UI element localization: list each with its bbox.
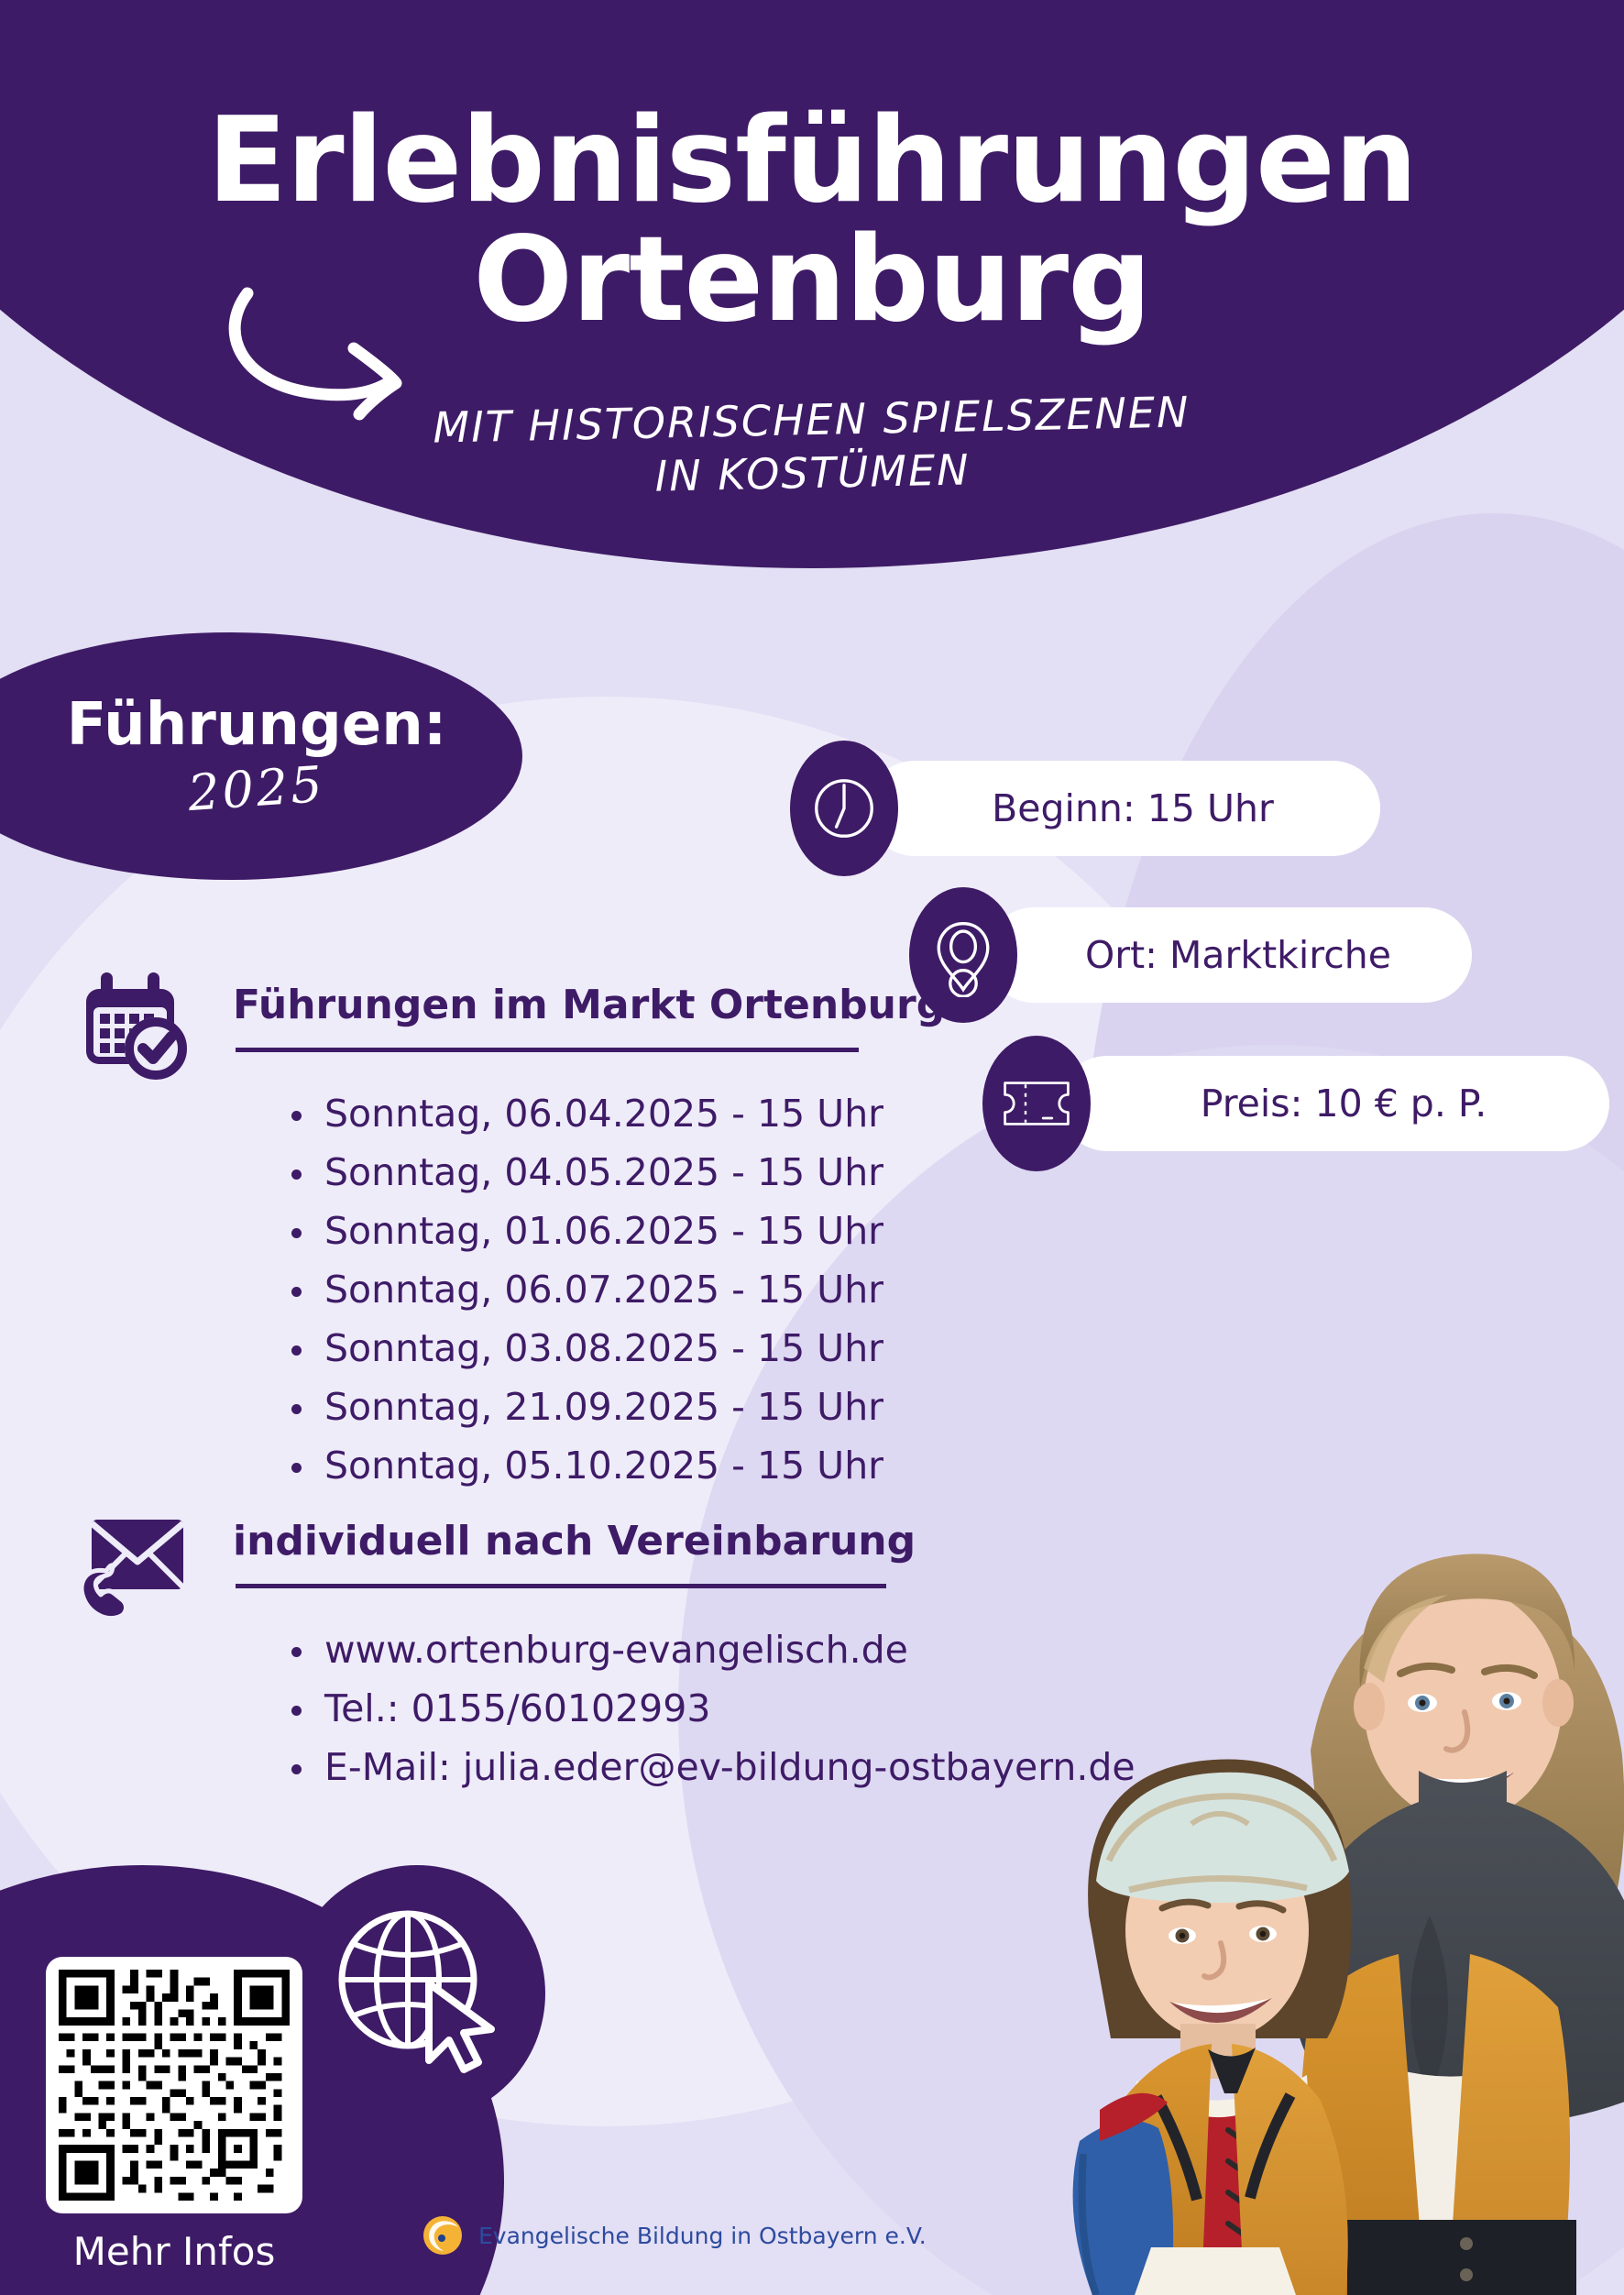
list-item: Sonntag, 21.09.2025 - 15 Uhr	[286, 1385, 883, 1429]
badge-label: Führungen:	[66, 690, 447, 759]
clock-icon	[790, 741, 898, 876]
list-item: Sonntag, 04.05.2025 - 15 Uhr	[286, 1150, 883, 1194]
qr-caption: Mehr Infos	[72, 2229, 276, 2274]
list-item: Sonntag, 01.06.2025 - 15 Uhr	[286, 1209, 883, 1253]
location-pin-icon	[909, 887, 1017, 1023]
globe-blob	[289, 1865, 545, 2122]
eye-swirl-logo-icon	[422, 2214, 464, 2257]
badge-year: 2025	[186, 754, 327, 822]
list-item: Sonntag, 06.04.2025 - 15 Uhr	[286, 1092, 883, 1136]
mail-phone-icon	[75, 1503, 194, 1622]
contact-divider	[236, 1584, 886, 1588]
footer-org-name: Evangelische Bildung in Ostbayern e.V.	[478, 2222, 927, 2249]
dates-list: Sonntag, 06.04.2025 - 15 Uhr Sonntag, 04.…	[286, 1092, 883, 1502]
page-title: Erlebnisführungen Ortenburg	[0, 101, 1624, 349]
dates-divider	[236, 1048, 859, 1052]
ticket-icon	[982, 1036, 1091, 1171]
list-item: Sonntag, 06.07.2025 - 15 Uhr	[286, 1268, 883, 1312]
fuehrungen-badge: Führungen: 2025	[0, 632, 522, 880]
title-line-1: Erlebnisführungen	[207, 92, 1418, 229]
info-pill-place: Ort: Marktkirche	[909, 887, 1472, 1023]
curved-arrow-icon	[220, 275, 412, 422]
list-item: Tel.: 0155/60102993	[286, 1686, 1136, 1730]
globe-cursor-icon	[321, 1895, 513, 2088]
dates-heading: Führungen im Markt Ortenburg	[233, 982, 946, 1028]
qr-code-icon[interactable]	[46, 1957, 302, 2213]
info-pill-time-label: Beginn: 15 Uhr	[867, 761, 1380, 856]
list-item: www.ortenburg-evangelisch.de	[286, 1628, 1136, 1672]
contact-list: www.ortenburg-evangelisch.de Tel.: 0155/6…	[286, 1628, 1136, 1804]
info-pill-price: Preis: 10 € p. P.	[982, 1036, 1609, 1171]
calendar-check-icon	[75, 967, 194, 1086]
info-pill-place-label: Ort: Marktkirche	[986, 907, 1472, 1003]
list-item: Sonntag, 03.08.2025 - 15 Uhr	[286, 1326, 883, 1370]
title-line-2: Ortenburg	[473, 212, 1152, 349]
contact-heading: individuell nach Vereinbarung	[233, 1518, 916, 1565]
list-item: E-Mail: julia.eder@ev-bildung-ostbayern.…	[286, 1745, 1136, 1789]
info-pill-time: Beginn: 15 Uhr	[790, 741, 1380, 876]
list-item: Sonntag, 05.10.2025 - 15 Uhr	[286, 1444, 883, 1488]
costume-photo	[916, 1274, 1624, 2295]
info-pill-price-label: Preis: 10 € p. P.	[1059, 1056, 1609, 1151]
footer-logo: Evangelische Bildung in Ostbayern e.V.	[422, 2214, 927, 2257]
